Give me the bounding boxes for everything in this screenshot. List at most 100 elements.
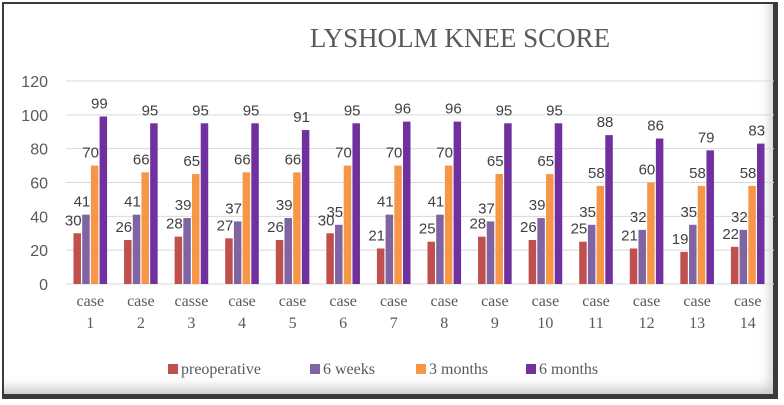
bar-preoperative xyxy=(730,246,739,284)
data-label: 35 xyxy=(326,204,343,221)
bar-3-months xyxy=(596,185,605,284)
x-category-label: 11 xyxy=(588,315,603,332)
x-category-label: 3 xyxy=(187,315,195,332)
bar-6-months xyxy=(301,130,310,284)
x-category-label: case xyxy=(582,293,610,310)
data-label: 30 xyxy=(65,212,82,229)
bar-6-weeks xyxy=(436,214,444,284)
data-labels: 3041709926416695283965952737669526396691… xyxy=(65,96,765,248)
x-category-label: 12 xyxy=(639,315,655,332)
data-label: 66 xyxy=(285,151,302,168)
data-label: 96 xyxy=(445,101,462,118)
data-label: 65 xyxy=(537,153,554,170)
data-label: 41 xyxy=(74,194,91,211)
bar-preoperative xyxy=(528,240,537,284)
bar-preoperative xyxy=(326,233,334,284)
bars xyxy=(73,116,765,285)
x-axis-categories: case 1 case 2 casse 3 case 4 case 5 case 6 case 7 case… xyxy=(77,293,762,332)
data-label: 37 xyxy=(225,200,242,217)
data-label: 39 xyxy=(529,197,546,214)
x-category-label: 7 xyxy=(390,315,398,332)
x-category-label: case xyxy=(228,293,256,310)
data-label: 58 xyxy=(588,165,605,182)
data-label: 26 xyxy=(520,219,537,236)
x-category-label: case xyxy=(633,293,661,310)
bar-6-months xyxy=(200,123,209,285)
bar-3-months xyxy=(546,174,554,284)
bar-6-weeks xyxy=(335,224,343,284)
bar-3-months xyxy=(697,185,706,284)
data-label: 66 xyxy=(133,151,150,168)
data-label: 27 xyxy=(217,217,234,234)
y-axis-ticks: 0 20 40 60 80 100 120 xyxy=(21,74,48,294)
data-label: 35 xyxy=(680,204,697,221)
bar-6-weeks xyxy=(537,218,545,284)
x-category-label: casse xyxy=(175,293,209,310)
legend-swatch xyxy=(526,364,536,374)
x-category-label: case xyxy=(329,293,357,310)
y-tick-label: 120 xyxy=(21,74,48,91)
bar-6-months xyxy=(403,121,411,284)
x-category-label: 8 xyxy=(440,315,448,332)
legend-swatch xyxy=(416,364,426,374)
bar-6-weeks xyxy=(638,229,646,284)
x-category-label: 10 xyxy=(537,315,553,332)
data-label: 35 xyxy=(579,204,596,221)
legend: preoperative 6 weeks 3 months 6 months xyxy=(168,361,598,378)
y-tick-label: 100 xyxy=(21,108,48,125)
data-label: 22 xyxy=(722,226,739,243)
bar-3-months xyxy=(242,172,251,284)
bar-6-weeks xyxy=(486,221,495,284)
data-label: 25 xyxy=(571,221,588,238)
bar-preoperative xyxy=(124,240,132,284)
bar-6-months xyxy=(453,121,462,284)
y-tick-label: 40 xyxy=(30,209,48,226)
bar-6-months xyxy=(352,123,360,285)
data-label: 91 xyxy=(293,109,310,126)
data-label: 19 xyxy=(672,231,689,248)
data-label: 95 xyxy=(546,102,563,119)
bar-6-months xyxy=(251,123,259,285)
x-category-label: case xyxy=(734,293,762,310)
x-category-label: case xyxy=(683,293,711,310)
x-category-label: 2 xyxy=(137,315,145,332)
data-label: 26 xyxy=(115,219,132,236)
y-tick-label: 60 xyxy=(30,176,48,193)
bar-3-months xyxy=(293,172,301,284)
data-label: 86 xyxy=(647,118,664,135)
bar-preoperative xyxy=(376,248,385,284)
x-category-label: 13 xyxy=(689,315,705,332)
x-category-label: 1 xyxy=(86,315,94,332)
data-label: 96 xyxy=(394,101,411,118)
data-label: 88 xyxy=(597,114,614,131)
bar-preoperative xyxy=(629,248,638,284)
data-label: 39 xyxy=(276,197,293,214)
bar-3-months xyxy=(394,165,402,284)
bar-6-weeks xyxy=(284,218,292,284)
data-label: 65 xyxy=(183,153,200,170)
data-label: 95 xyxy=(192,102,209,119)
data-label: 79 xyxy=(698,129,715,146)
data-label: 37 xyxy=(478,200,495,217)
bar-3-months xyxy=(444,165,453,284)
bar-preoperative xyxy=(478,236,486,284)
bar-6-weeks xyxy=(689,224,697,284)
bar-3-months xyxy=(343,165,352,284)
bar-6-weeks xyxy=(385,214,394,284)
bar-6-weeks xyxy=(233,221,242,284)
data-label: 70 xyxy=(82,145,99,162)
bar-6-months xyxy=(150,123,158,285)
x-category-label: 4 xyxy=(238,315,246,332)
x-category-label: 6 xyxy=(339,315,347,332)
bar-6-months xyxy=(504,123,512,285)
bar-3-months xyxy=(748,185,756,284)
legend-label: preoperative xyxy=(181,361,261,378)
x-category-label: case xyxy=(380,293,408,310)
x-category-label: case xyxy=(431,293,459,310)
data-label: 41 xyxy=(377,194,394,211)
legend-swatch xyxy=(168,364,178,374)
y-tick-label: 0 xyxy=(39,277,48,294)
x-category-label: case xyxy=(127,293,155,310)
data-label: 95 xyxy=(344,102,361,119)
